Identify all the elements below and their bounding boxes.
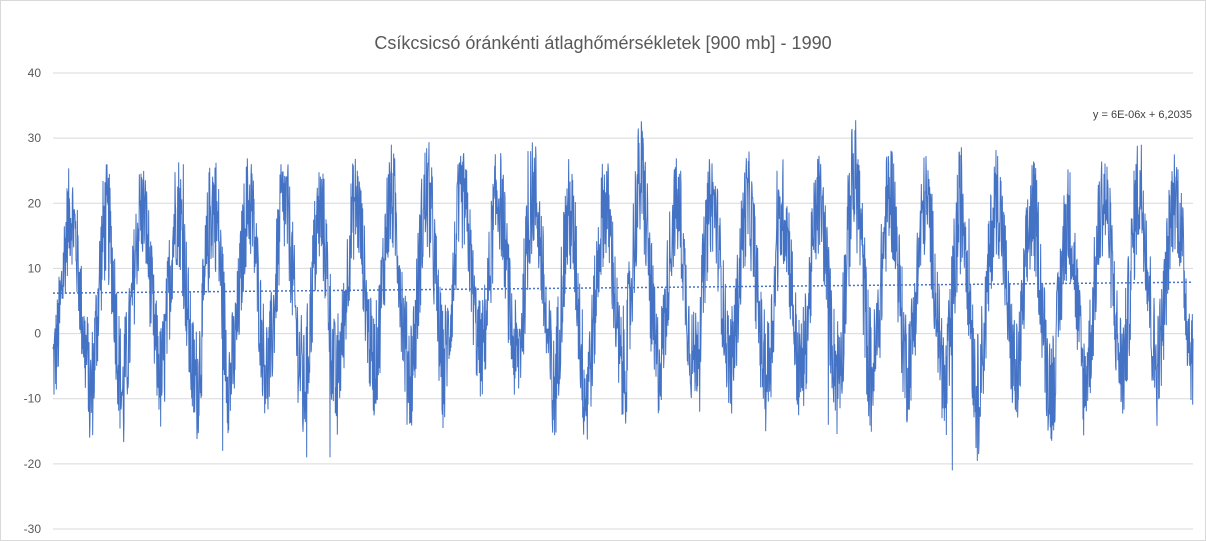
y-tick-label: 10 [28, 261, 42, 275]
y-tick-label: 0 [34, 327, 41, 341]
temperature-series-line [52, 120, 1194, 471]
y-axis-tick-labels: 40 30 20 10 0 -10 -20 -30 [24, 66, 42, 536]
y-tick-label: 40 [28, 66, 42, 80]
y-tick-label: -30 [24, 522, 42, 536]
chart-title: Csíkcsicsó óránkénti átlaghőmérsékletek … [374, 33, 831, 53]
y-tick-label: -10 [24, 392, 42, 406]
trendline-equation: y = 6E-06x + 6,2035 [1093, 109, 1192, 121]
y-tick-label: -20 [24, 457, 42, 471]
y-tick-label: 30 [28, 131, 42, 145]
y-tick-label: 20 [28, 196, 42, 210]
